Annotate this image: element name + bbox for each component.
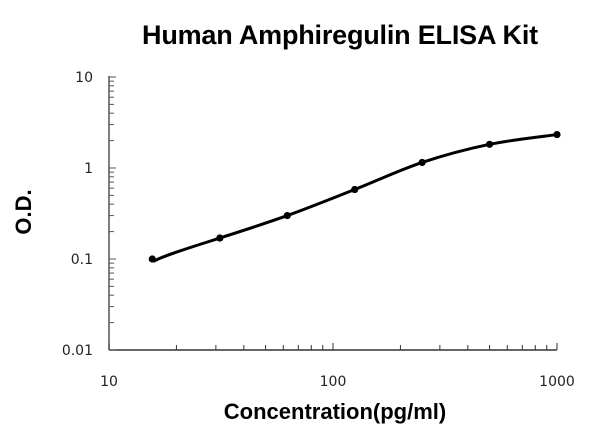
tick-labels: 0.01 0.1 1 10 10 100 1000	[62, 70, 575, 390]
x-tick-label: 1000	[539, 374, 575, 390]
chart-title: Human Amphiregulin ELISA Kit	[142, 20, 538, 50]
data-point	[148, 255, 156, 263]
data-point	[553, 130, 561, 139]
fit-curve	[152, 133, 559, 263]
data-point	[351, 185, 359, 194]
y-tick-label: 1	[84, 161, 93, 177]
tick-marks	[108, 76, 558, 351]
x-axis-label: Concentration(pg/ml)	[223, 399, 447, 424]
y-tick-label: 10	[75, 70, 93, 86]
x-tick-label: 10	[100, 374, 118, 390]
data-point	[283, 211, 291, 220]
data-point	[216, 234, 224, 242]
y-tick-label: 0.1	[71, 252, 93, 268]
axes	[108, 76, 557, 351]
data-point	[485, 140, 494, 148]
x-tick-label: 100	[320, 374, 347, 390]
data-point	[418, 158, 426, 167]
data-points	[148, 130, 561, 263]
y-tick-label: 0.01	[62, 343, 93, 359]
